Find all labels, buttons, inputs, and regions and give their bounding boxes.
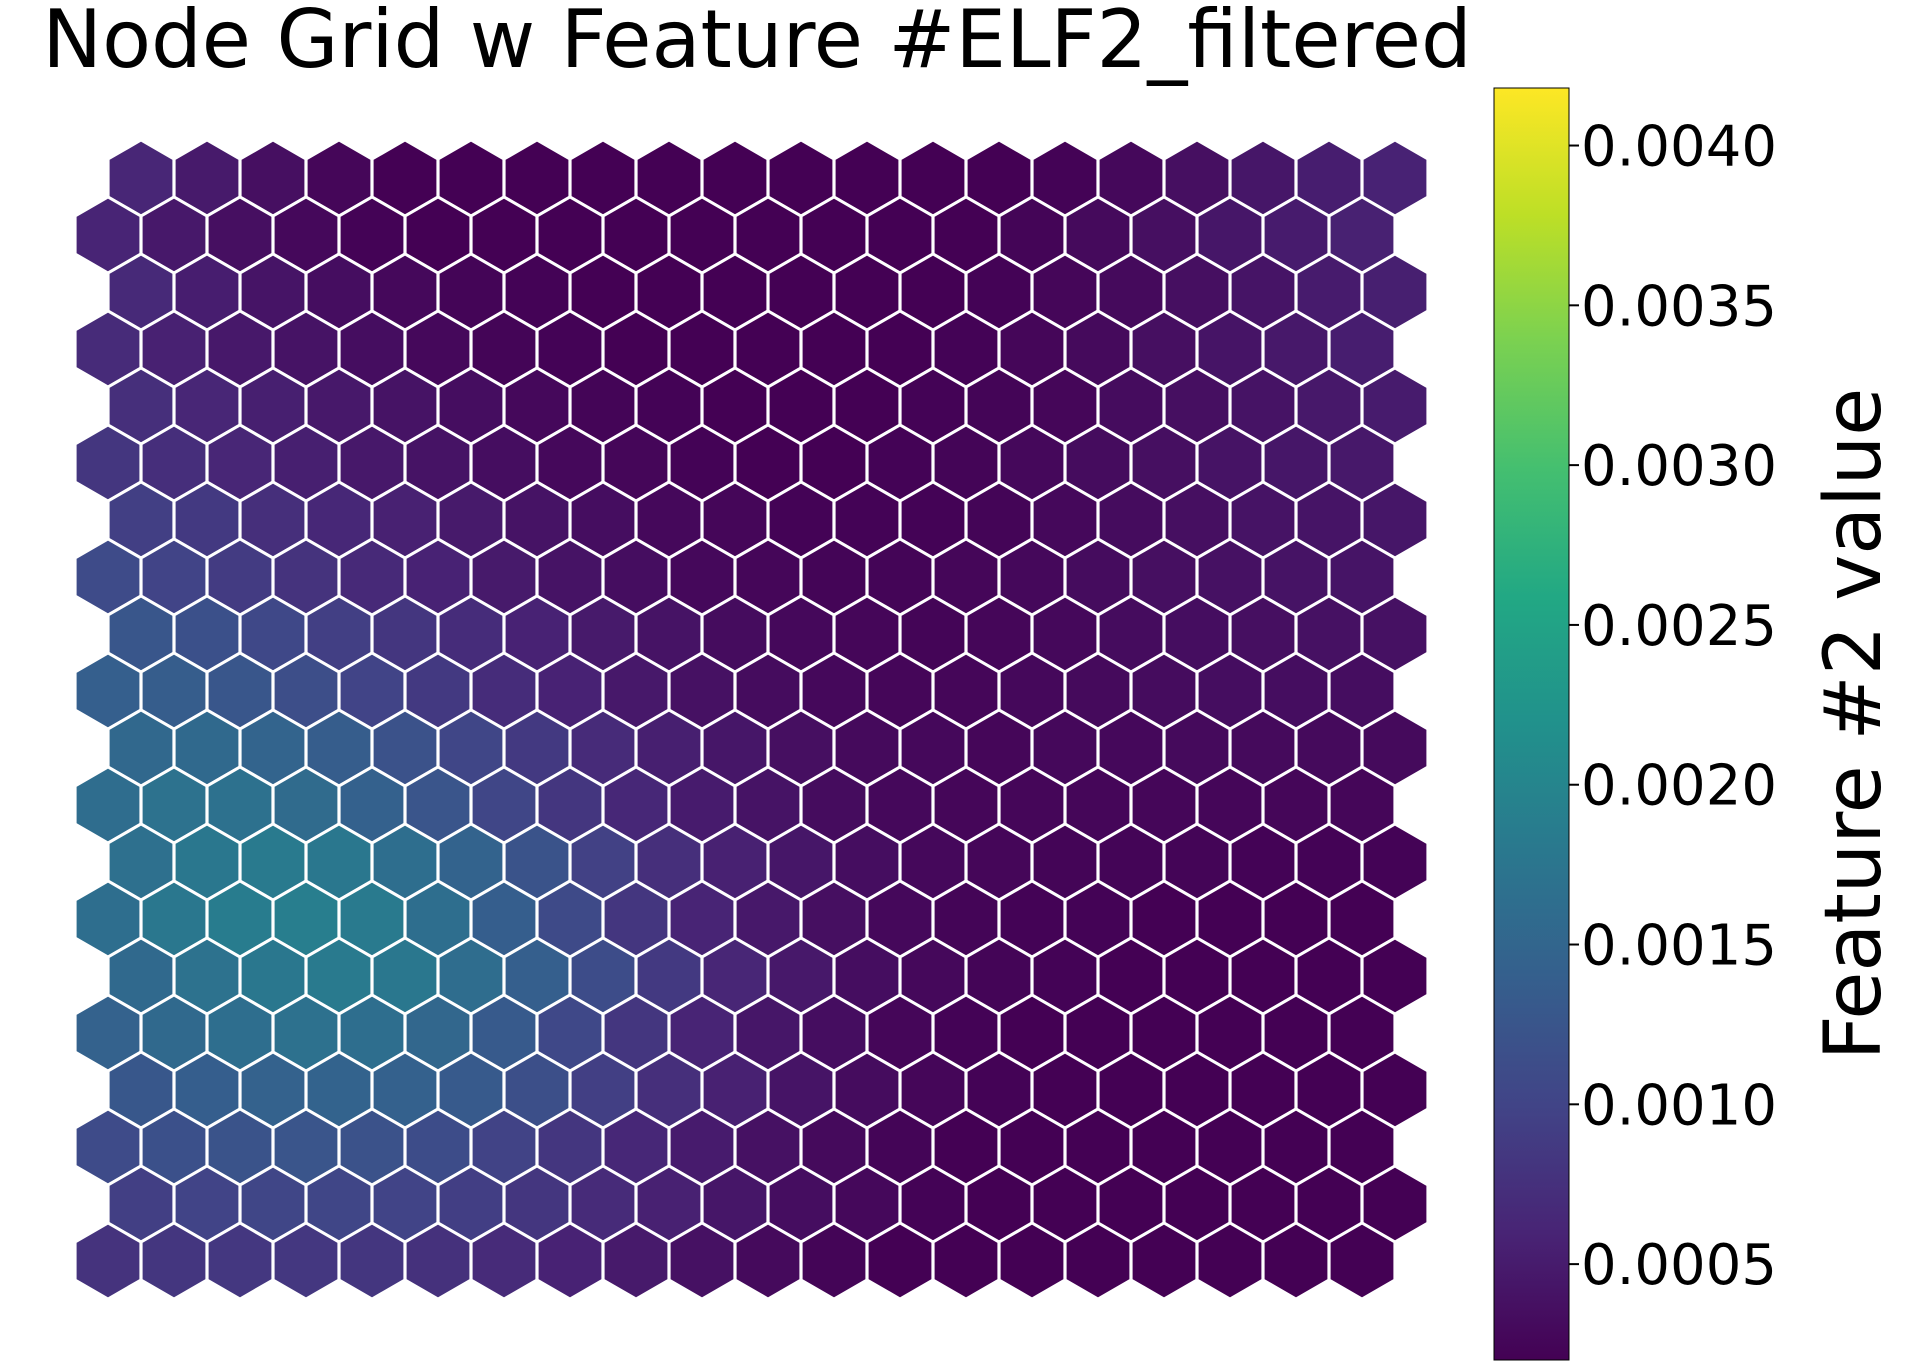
colorbar-tick-label: 0.0020 bbox=[1581, 754, 1777, 819]
colorbar-ticks: 0.0005 0.0010 0.0015 0.0020 0.0025 0.0030 0.00… bbox=[1569, 115, 1777, 1298]
chart-title: Node Grid w Feature #ELF2_filtered bbox=[42, 0, 1472, 86]
hex-cell-r19-c19 bbox=[1327, 1221, 1397, 1301]
colorbar-tick-label: 0.0025 bbox=[1581, 594, 1777, 659]
colorbar-tick-label: 0.0010 bbox=[1581, 1073, 1777, 1138]
hex-grid bbox=[73, 138, 1430, 1301]
colorbar-tick-label: 0.0005 bbox=[1581, 1233, 1777, 1298]
colorbar-tick-label: 0.0015 bbox=[1581, 914, 1777, 979]
colorbar bbox=[1493, 87, 1570, 1361]
colorbar-label: Feature #2 value bbox=[1809, 388, 1899, 1060]
colorbar-tick-label: 0.0035 bbox=[1581, 274, 1777, 339]
colorbar-tick-label: 0.0040 bbox=[1581, 115, 1777, 180]
colorbar-tick-label: 0.0030 bbox=[1581, 434, 1777, 499]
